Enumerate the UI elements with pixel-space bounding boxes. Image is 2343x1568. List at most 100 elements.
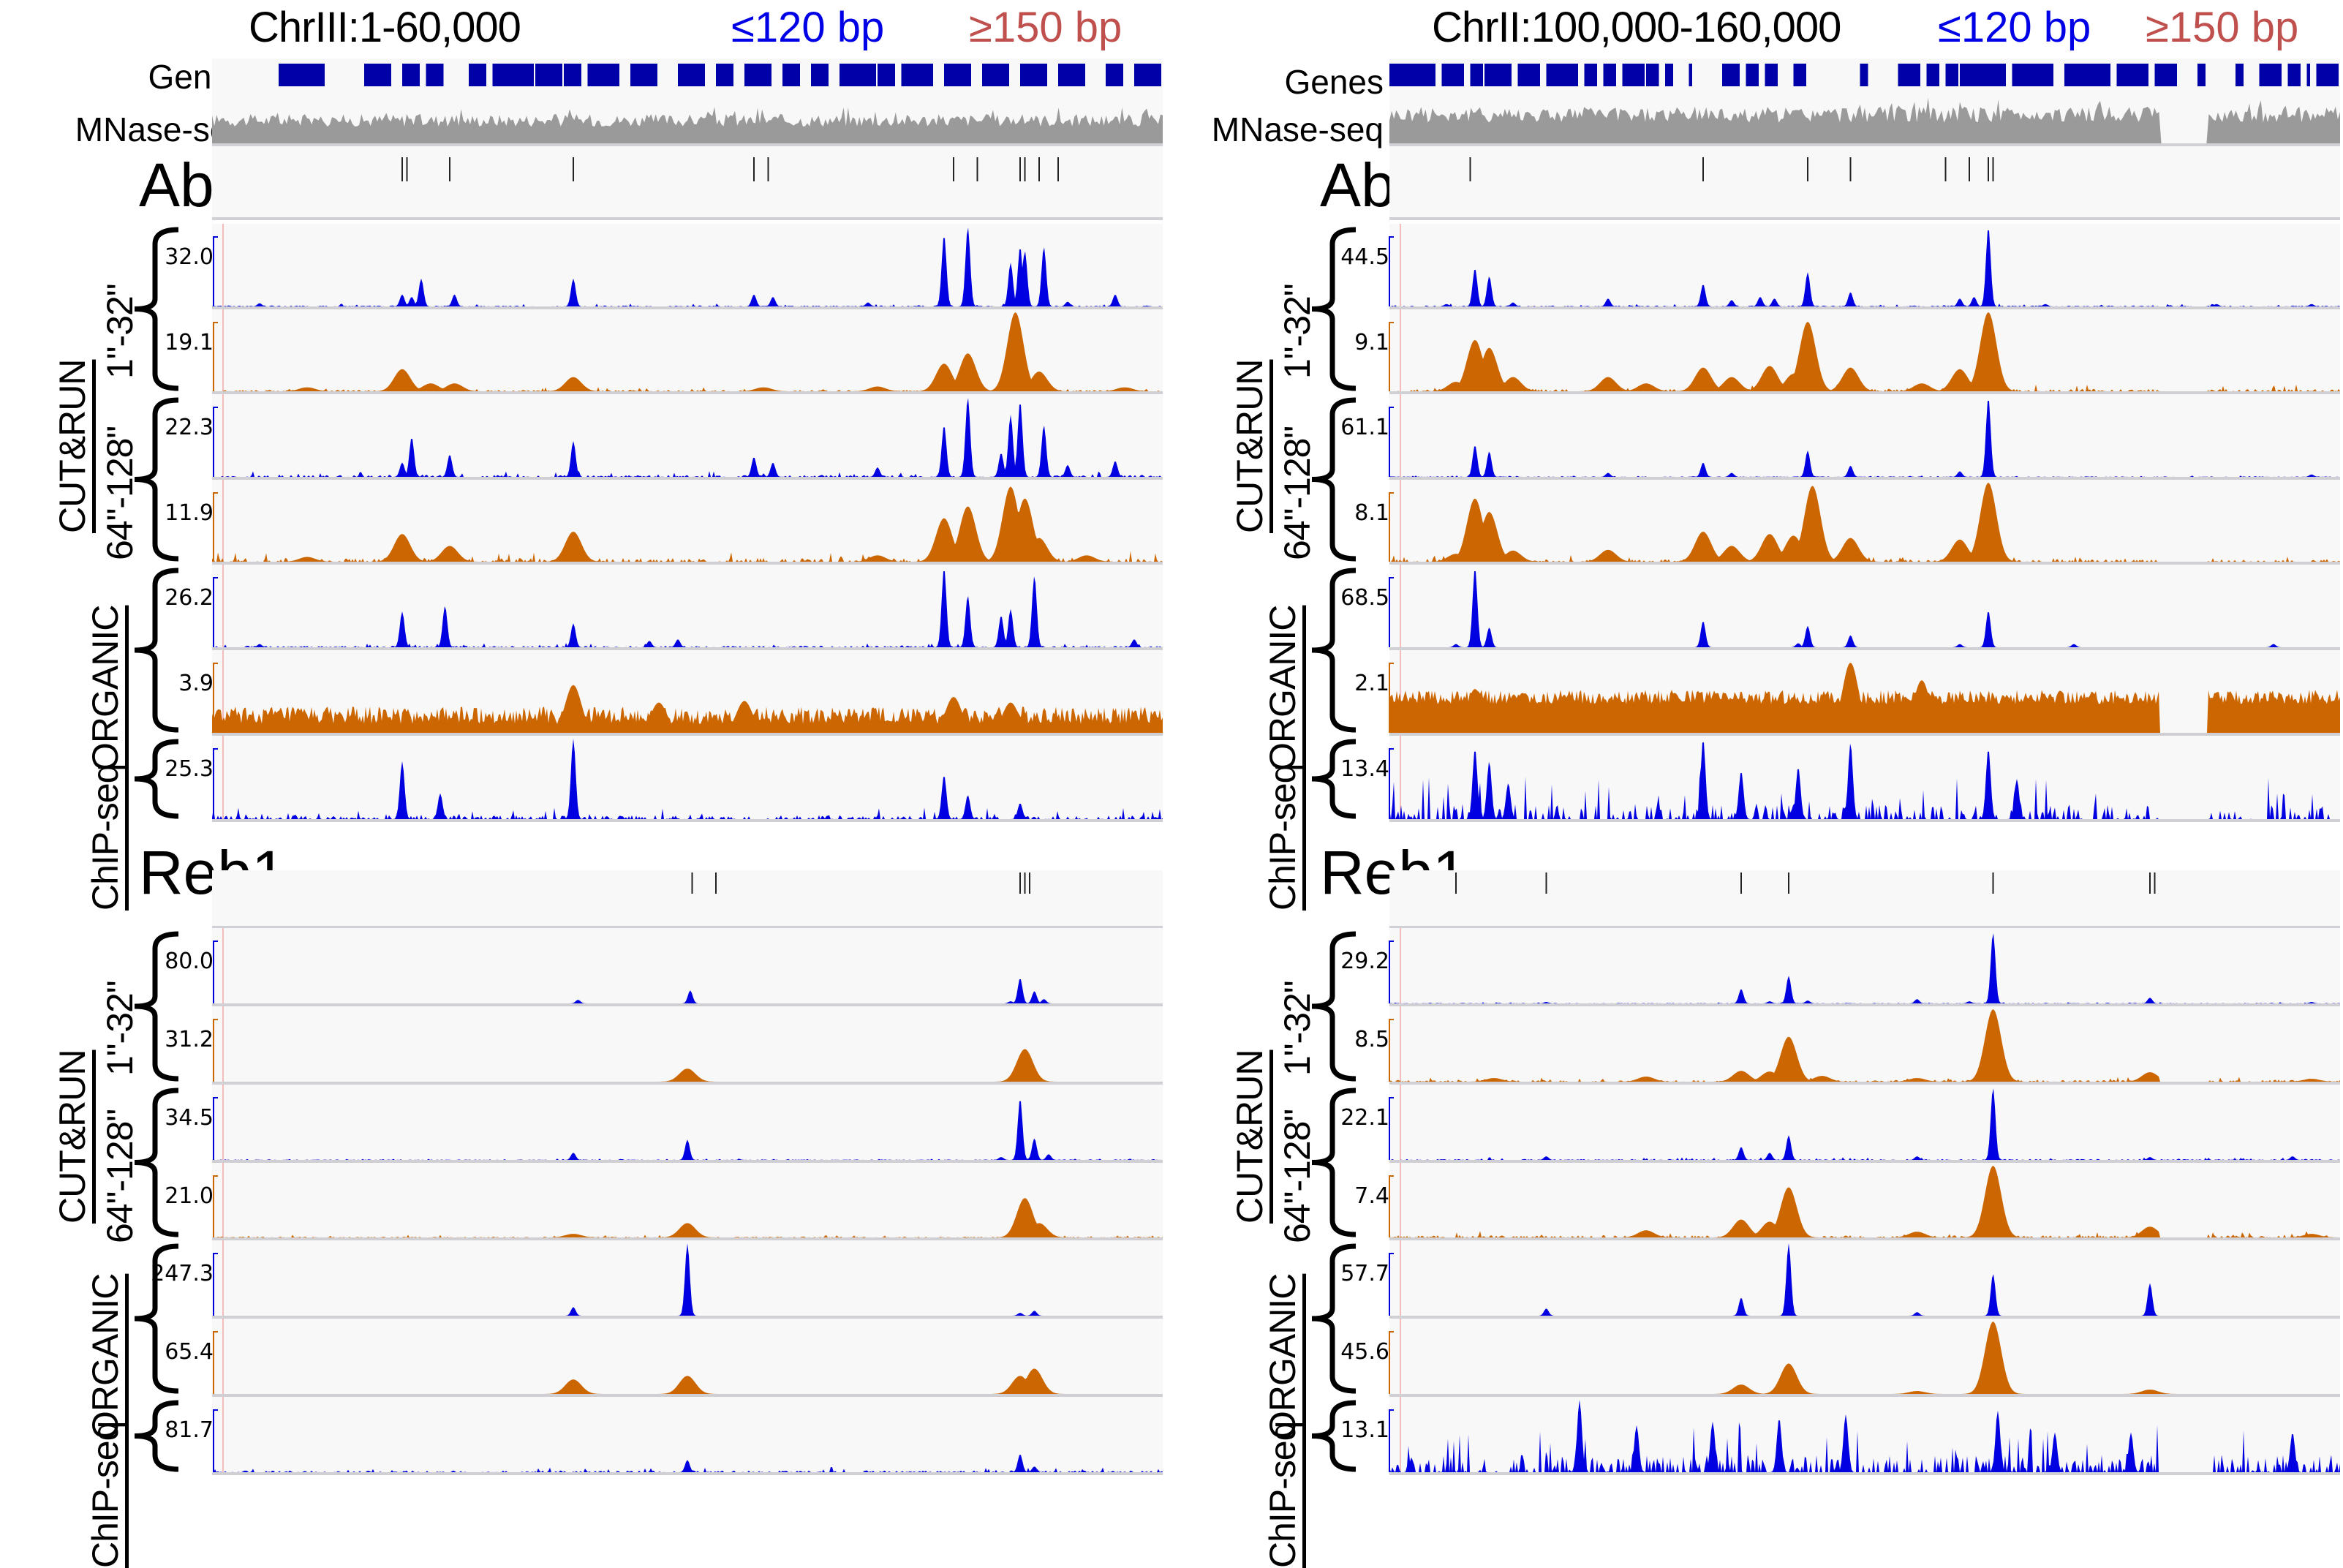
gene-feature <box>944 64 971 86</box>
legend-long: ≥150 bp <box>969 4 1123 51</box>
track-separator <box>212 562 1163 565</box>
data-range-bracket <box>213 1409 218 1472</box>
data-range-bracket <box>1389 492 1394 562</box>
gene-feature <box>492 64 534 86</box>
method-label-organic: ORGANIC <box>1262 605 1303 771</box>
browser-tracks <box>1311 59 2340 1475</box>
gene-feature <box>1746 64 1759 86</box>
track-scale-max: 81.7 <box>165 1417 214 1443</box>
track-separator <box>212 1160 1163 1163</box>
method-label-organic: ORGANIC <box>85 605 126 771</box>
gene-feature <box>982 64 1009 86</box>
legend-long: ≥150 bp <box>2146 4 2299 51</box>
track-separator <box>1389 217 2340 220</box>
mnase-coverage <box>1389 97 2340 143</box>
track-scale-max: 8.1 <box>1354 500 1389 526</box>
gene-feature <box>716 64 733 86</box>
data-range-bracket <box>1389 407 1394 477</box>
track-separator <box>1389 733 2340 736</box>
data-range-bracket <box>213 1019 218 1082</box>
track-separator <box>212 1472 1163 1475</box>
motif-track-bg <box>212 870 1163 928</box>
group-brace <box>1311 931 1357 1082</box>
track-separator <box>212 477 1163 480</box>
track-scale-max: 22.3 <box>165 415 214 440</box>
gene-feature <box>1484 64 1512 86</box>
signal-track-bg <box>1389 928 2340 1006</box>
track-scale-max: 29.2 <box>1340 949 1389 974</box>
group-brace <box>134 1243 179 1394</box>
method-label-cutrun: CUT&RUN <box>1229 1049 1270 1224</box>
gene-feature <box>840 64 876 86</box>
track-scale-max: 19.1 <box>165 330 214 355</box>
signal-short-fragments <box>1389 1400 2340 1472</box>
gene-feature <box>1926 64 1939 86</box>
track-separator <box>212 306 1163 309</box>
gene-feature <box>2259 64 2282 86</box>
track-scale-max: 247.3 <box>151 1261 214 1286</box>
data-range-bracket <box>1389 577 1394 647</box>
signal-short-fragments <box>212 1101 1163 1160</box>
gene-feature <box>1020 64 1047 86</box>
track-scale-max: 32.0 <box>165 244 214 270</box>
method-label-organic: ORGANIC <box>1262 1273 1303 1439</box>
track-separator <box>212 1082 1163 1085</box>
data-range-bracket <box>1389 1409 1394 1472</box>
data-range-bracket <box>213 1097 218 1160</box>
track-separator <box>212 1394 1163 1397</box>
track-scale-max: 11.9 <box>165 500 214 526</box>
data-range-bracket <box>213 941 218 1003</box>
track-separator <box>1389 1394 2340 1397</box>
method-label-organic: ORGANIC <box>85 1273 126 1439</box>
gene-feature <box>744 64 771 86</box>
region-title: ChrII:100,000-160,000 <box>1432 4 1841 51</box>
mnase-label: MNase-seq <box>1211 110 1384 148</box>
time-condition-label: 64"-128" <box>1277 426 1318 560</box>
gene-feature <box>2287 64 2301 86</box>
track-separator <box>1389 1082 2340 1085</box>
signal-long-fragments <box>212 486 1163 562</box>
gene-feature <box>402 64 420 86</box>
track-separator <box>1389 1160 2340 1163</box>
gene-feature <box>1058 64 1085 86</box>
gene-feature <box>1546 64 1578 86</box>
gene-feature <box>1765 64 1778 86</box>
signal-track-bg <box>212 394 1163 480</box>
signal-track-bg <box>1389 736 2340 822</box>
method-label-chipseq: ChIP-seq <box>85 764 126 911</box>
data-range-bracket <box>1389 941 1394 1003</box>
signal-track-bg <box>212 224 1163 309</box>
data-range-bracket <box>213 236 218 306</box>
group-brace <box>1311 397 1357 562</box>
data-range-bracket <box>1389 1331 1394 1394</box>
gene-feature <box>1603 64 1616 86</box>
track-scale-max: 61.1 <box>1340 415 1389 440</box>
legend-short: ≤120 bp <box>731 4 885 51</box>
gene-feature <box>901 64 933 86</box>
signal-track-bg <box>212 565 1163 650</box>
signal-track-bg <box>1389 394 2340 480</box>
signal-track-bg <box>1389 309 2340 394</box>
time-condition-label: 1"-32" <box>1277 283 1318 379</box>
mnase-coverage <box>212 107 1163 143</box>
track-separator <box>1389 391 2340 394</box>
data-range-bracket <box>213 663 218 733</box>
gene-feature <box>469 64 486 86</box>
track-scale-max: 57.7 <box>1340 1261 1389 1286</box>
track-scale-max: 80.0 <box>165 949 214 974</box>
track-scale-max: 26.2 <box>165 585 214 611</box>
track-separator <box>212 647 1163 650</box>
group-brace <box>134 568 179 733</box>
track-separator <box>1389 1003 2340 1006</box>
track-scale-max: 68.5 <box>1340 585 1389 611</box>
group-brace <box>134 1400 179 1472</box>
gene-feature <box>782 64 800 86</box>
gene-feature <box>1960 64 2006 86</box>
signal-long-fragments <box>1389 663 2340 733</box>
group-brace <box>1311 227 1357 391</box>
track-scale-max: 13.1 <box>1340 1417 1389 1443</box>
signal-short-fragments <box>212 979 1163 1003</box>
time-condition-label: 1"-32" <box>1277 981 1318 1076</box>
gene-feature <box>1793 64 1806 86</box>
track-separator <box>212 926 1163 929</box>
